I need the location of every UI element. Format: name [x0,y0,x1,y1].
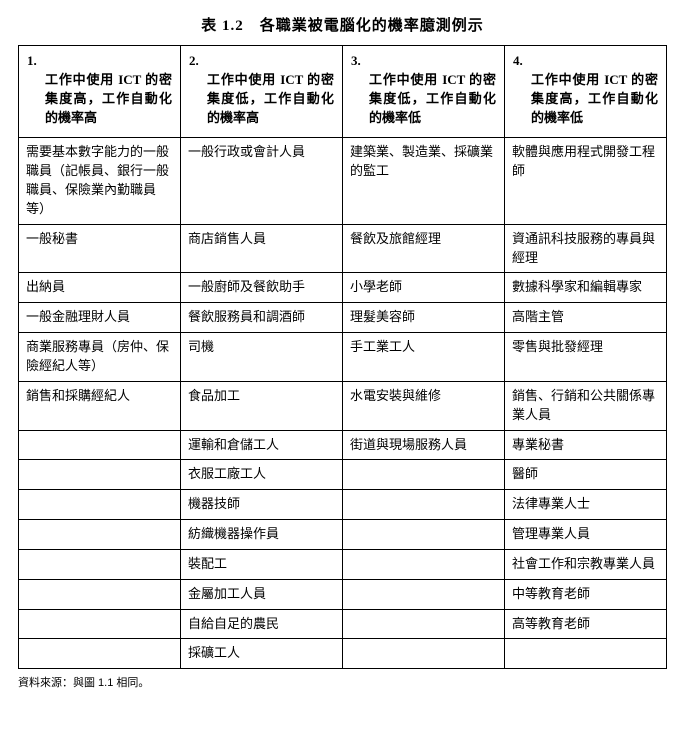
table-cell: 金屬加工人員 [181,579,343,609]
table-cell: 專業秘書 [505,430,667,460]
table-cell: 理髮美容師 [343,303,505,333]
table-row: 金屬加工人員 中等教育老師 [19,579,667,609]
table-header-row: 1. 工作中使用 ICT 的密集度高，工作自動化的機率高 2. 工作中使用 IC… [19,46,667,138]
table-cell: 街道與現場服務人員 [343,430,505,460]
table-cell: 一般廚師及餐飲助手 [181,273,343,303]
table-cell: 商店銷售人員 [181,224,343,273]
table-row: 運輸和倉儲工人街道與現場服務人員專業秘書 [19,430,667,460]
col-header-4: 4. 工作中使用 ICT 的密集度高，工作自動化的機率低 [505,46,667,138]
table-cell: 採礦工人 [181,639,343,669]
table-cell: 社會工作和宗教專業人員 [505,549,667,579]
table-cell: 需要基本數字能力的一般職員（記帳員、銀行一般職員、保險業內勤職員等） [19,138,181,224]
table-row: 衣服工廠工人 醫師 [19,460,667,490]
table-cell [343,639,505,669]
table-cell: 高階主管 [505,303,667,333]
table-row: 一般秘書商店銷售人員餐飲及旅館經理資通訊科技服務的專員與經理 [19,224,667,273]
table-row: 裝配工 社會工作和宗教專業人員 [19,549,667,579]
table-cell: 自給自足的農民 [181,609,343,639]
table-cell [19,460,181,490]
table-cell: 軟體與應用程式開發工程師 [505,138,667,224]
table-cell: 一般行政或會計人員 [181,138,343,224]
table-cell [19,549,181,579]
table-cell [343,549,505,579]
table-cell: 零售與批發經理 [505,333,667,382]
table-row: 自給自足的農民 高等教育老師 [19,609,667,639]
table-cell [19,609,181,639]
table-row: 需要基本數字能力的一般職員（記帳員、銀行一般職員、保險業內勤職員等）一般行政或會… [19,138,667,224]
table-cell: 銷售和採購經紀人 [19,381,181,430]
job-automation-table: 1. 工作中使用 ICT 的密集度高，工作自動化的機率高 2. 工作中使用 IC… [18,45,667,669]
table-row: 採礦工人 [19,639,667,669]
table-cell: 機器技師 [181,490,343,520]
table-cell [19,520,181,550]
table-cell: 高等教育老師 [505,609,667,639]
table-cell: 銷售、行銷和公共關係專業人員 [505,381,667,430]
table-cell [343,460,505,490]
col-header-3: 3. 工作中使用 ICT 的密集度低，工作自動化的機率低 [343,46,505,138]
col-text-1: 工作中使用 ICT 的密集度高，工作自動化的機率高 [27,71,172,128]
table-cell: 商業服務專員（房仲、保險經紀人等） [19,333,181,382]
table-cell [343,609,505,639]
table-cell: 一般金融理財人員 [19,303,181,333]
table-cell: 一般秘書 [19,224,181,273]
table-row: 銷售和採購經紀人食品加工水電安裝與維修銷售、行銷和公共關係專業人員 [19,381,667,430]
table-cell: 法律專業人士 [505,490,667,520]
table-row: 商業服務專員（房仲、保險經紀人等）司機手工業工人零售與批發經理 [19,333,667,382]
table-cell: 食品加工 [181,381,343,430]
table-cell: 資通訊科技服務的專員與經理 [505,224,667,273]
table-cell: 數據科學家和編輯專家 [505,273,667,303]
table-cell: 管理專業人員 [505,520,667,550]
col-num-1: 1. [27,53,37,68]
table-cell [343,490,505,520]
table-body: 需要基本數字能力的一般職員（記帳員、銀行一般職員、保險業內勤職員等）一般行政或會… [19,138,667,669]
table-cell: 手工業工人 [343,333,505,382]
table-title: 表 1.2 各職業被電腦化的機率臆測例示 [18,14,667,35]
table-row: 一般金融理財人員餐飲服務員和調酒師理髮美容師高階主管 [19,303,667,333]
col-header-2: 2. 工作中使用 ICT 的密集度低，工作自動化的機率高 [181,46,343,138]
table-cell: 中等教育老師 [505,579,667,609]
table-cell: 紡織機器操作員 [181,520,343,550]
col-header-1: 1. 工作中使用 ICT 的密集度高，工作自動化的機率高 [19,46,181,138]
table-cell [19,490,181,520]
table-cell: 醫師 [505,460,667,490]
col-num-2: 2. [189,53,199,68]
table-cell [19,579,181,609]
table-cell [343,579,505,609]
table-cell: 餐飲及旅館經理 [343,224,505,273]
table-cell: 司機 [181,333,343,382]
table-cell [343,520,505,550]
table-cell: 建築業、製造業、採礦業的監工 [343,138,505,224]
table-cell: 運輸和倉儲工人 [181,430,343,460]
footnote: 資料來源：與圖 1.1 相同。 [18,674,667,690]
table-cell: 出納員 [19,273,181,303]
table-cell: 裝配工 [181,549,343,579]
col-text-2: 工作中使用 ICT 的密集度低，工作自動化的機率高 [189,71,334,128]
table-cell [19,639,181,669]
table-cell: 衣服工廠工人 [181,460,343,490]
table-cell: 水電安裝與維修 [343,381,505,430]
table-cell: 餐飲服務員和調酒師 [181,303,343,333]
table-cell: 小學老師 [343,273,505,303]
table-cell [19,430,181,460]
col-num-3: 3. [351,53,361,68]
table-row: 出納員一般廚師及餐飲助手小學老師數據科學家和編輯專家 [19,273,667,303]
col-text-3: 工作中使用 ICT 的密集度低，工作自動化的機率低 [351,71,496,128]
table-row: 機器技師 法律專業人士 [19,490,667,520]
col-text-4: 工作中使用 ICT 的密集度高，工作自動化的機率低 [513,71,658,128]
table-row: 紡織機器操作員 管理專業人員 [19,520,667,550]
col-num-4: 4. [513,53,523,68]
table-cell [505,639,667,669]
